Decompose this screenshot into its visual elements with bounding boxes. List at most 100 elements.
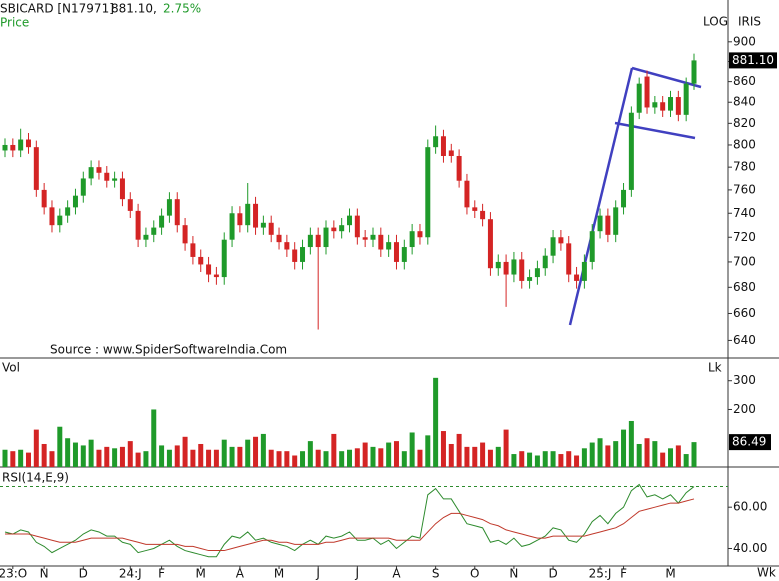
candle-body — [88, 167, 94, 179]
volume-bar — [574, 455, 580, 467]
last-price-label: 881.10 — [732, 53, 774, 67]
candle-body — [621, 189, 627, 208]
volume-bar — [362, 442, 368, 467]
x-tick-label: N — [509, 567, 518, 581]
volume-bar — [589, 442, 595, 467]
volume-bar — [652, 441, 658, 467]
volume-bar — [636, 443, 642, 467]
y-tick-label: 740 — [733, 206, 756, 220]
x-axis-label: Wk — [757, 566, 776, 580]
x-tick-label: 24:J — [119, 567, 142, 581]
volume-bar — [527, 452, 533, 467]
y-tick-label: 720 — [733, 230, 756, 244]
candle-body — [229, 213, 235, 240]
last-volume-box — [729, 434, 771, 451]
volume-bar — [315, 449, 321, 467]
candle-body — [527, 277, 533, 281]
volume-bar — [49, 451, 55, 467]
x-tick-label: 23:O — [0, 567, 27, 581]
candle-body — [323, 227, 329, 248]
trend-line — [568, 67, 634, 326]
candle-body — [675, 97, 681, 115]
candle-body — [487, 219, 493, 269]
candle-body — [135, 210, 141, 240]
volume-bar — [237, 446, 243, 467]
volume-bar — [597, 438, 603, 467]
volume-bar — [519, 451, 525, 467]
volume-bar — [323, 451, 329, 467]
candle-body — [166, 199, 172, 216]
volume-bar — [307, 441, 313, 467]
volume-bar — [41, 443, 47, 467]
candle-body — [636, 83, 642, 113]
candle-body — [566, 243, 572, 275]
candle-body — [605, 215, 611, 235]
volume-bar — [213, 449, 219, 467]
candle-body — [213, 274, 219, 278]
y-tick-label: 760 — [733, 182, 756, 196]
last-price-box — [729, 52, 777, 69]
x-tick-label: J — [355, 567, 360, 581]
candle-body — [159, 215, 165, 228]
candle-body — [206, 264, 212, 275]
candle-body — [57, 215, 63, 226]
volume-bar — [495, 446, 501, 467]
candle-body — [112, 178, 118, 181]
candle-body — [683, 83, 689, 115]
flag-pattern — [568, 66, 702, 326]
candle-body — [347, 215, 352, 226]
volume-bar — [221, 439, 227, 467]
last-volume-label: 86.49 — [732, 435, 766, 449]
volume-bar — [198, 443, 204, 467]
volume-bar — [10, 451, 16, 467]
x-tick-label: J — [315, 567, 320, 581]
volume-bar — [668, 448, 674, 467]
volume-bar — [331, 433, 337, 467]
candle-body — [558, 237, 564, 244]
x-tick-label: N — [40, 567, 49, 581]
volume-bar — [511, 454, 517, 467]
volume-bar — [370, 446, 376, 467]
candle-body — [300, 247, 306, 262]
source: Source : www.SpiderSoftwareIndia.Com — [50, 343, 287, 357]
candle-body — [354, 215, 360, 238]
volume-bar — [472, 446, 478, 467]
candle-body — [581, 261, 587, 281]
volume-bar — [456, 433, 462, 467]
candle-body — [292, 249, 298, 262]
candle-body — [80, 178, 86, 196]
volume-bar — [378, 448, 384, 467]
x-tick-label: O — [470, 567, 479, 581]
y-tick-label: 900 — [733, 34, 756, 48]
candle-body — [495, 261, 501, 269]
volume-bar — [25, 452, 31, 467]
y-tick-label: 840 — [733, 95, 756, 109]
volume-bar — [566, 451, 572, 467]
candle-body — [574, 274, 580, 281]
volume-bar — [190, 449, 196, 467]
volume-bar — [581, 448, 587, 467]
x-tick-label: D — [548, 567, 557, 581]
x-tick-label: F — [620, 567, 627, 581]
candle-body — [18, 139, 24, 151]
volume-bar — [135, 452, 141, 467]
volume-bar — [448, 443, 454, 467]
volume-bar — [487, 449, 493, 467]
volume-bar — [245, 439, 251, 467]
y-tick-label: 700 — [733, 254, 756, 268]
x-tick-label: S — [432, 567, 440, 581]
volume-bar — [174, 445, 180, 467]
volume-bar — [276, 451, 282, 467]
volume-bar — [425, 435, 431, 467]
scale-label: IRIS — [738, 15, 761, 29]
volume-bar — [229, 446, 235, 467]
volume-bar — [628, 420, 634, 467]
y-tick-label: 800 — [733, 137, 756, 151]
y-tick-label: 820 — [733, 116, 756, 130]
candle-body — [370, 234, 376, 240]
candle-body — [378, 234, 384, 250]
volume-bar — [534, 455, 540, 467]
volume-bar — [480, 442, 486, 467]
candle-body — [425, 147, 431, 238]
candle-body — [315, 234, 321, 248]
